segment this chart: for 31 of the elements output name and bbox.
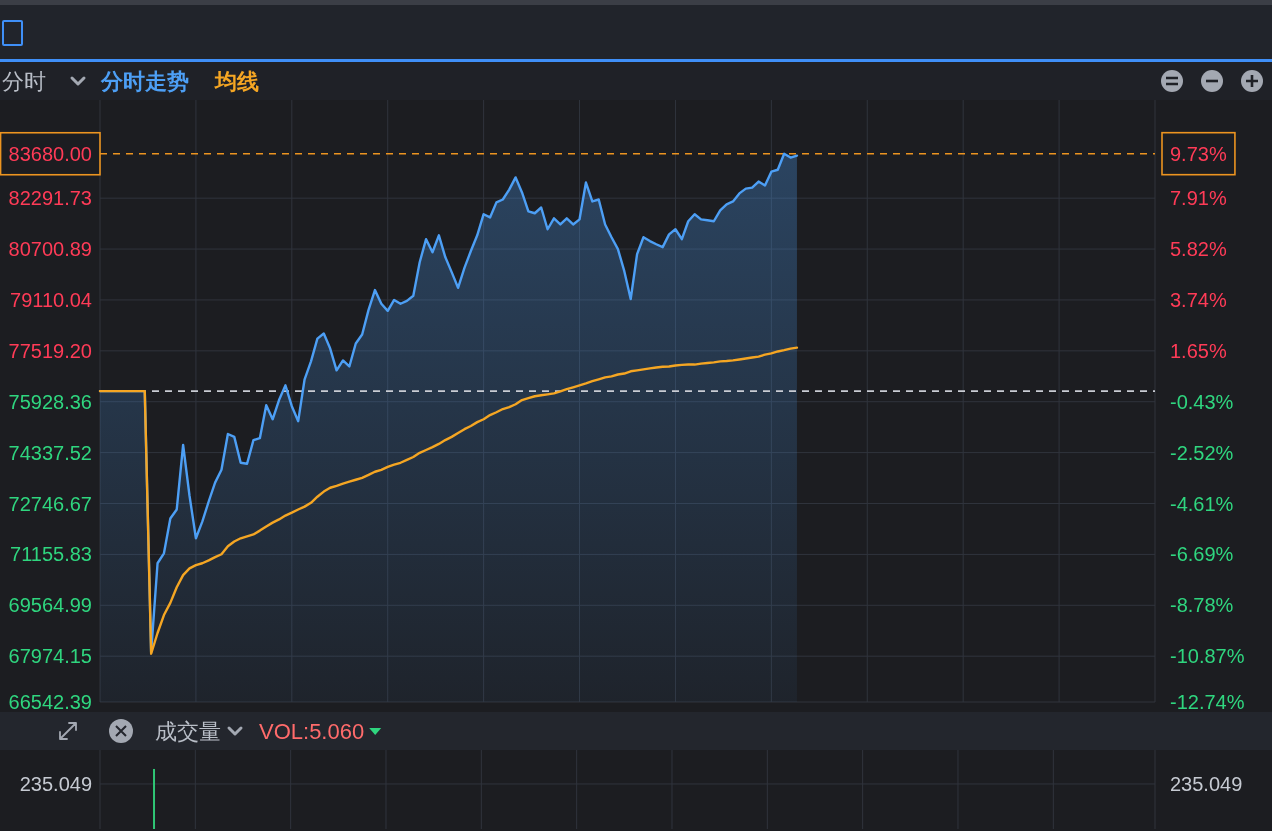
y2tick-label: 5.82% (1170, 238, 1227, 261)
y2tick-label: -2.52% (1170, 441, 1234, 464)
ytick-label: 80700.89 (8, 238, 92, 261)
y2tick-label: 7.91% (1170, 187, 1227, 210)
y2tick-label: -10.87% (1170, 645, 1245, 668)
title: 成交量 (155, 718, 221, 744)
annotation: 235.049 (19, 772, 92, 795)
y2tick-label: 1.65% (1170, 339, 1227, 362)
ytick-label: 79110.04 (10, 288, 92, 311)
y2tick-label: 9.73% (1170, 142, 1227, 165)
y2tick-label: -4.61% (1170, 492, 1234, 515)
ytick-label: 69564.99 (8, 594, 92, 617)
ref-label: 83680.00 (8, 142, 92, 165)
ytick-label: 71155.83 (10, 543, 92, 566)
y2tick-label: -6.69% (1170, 543, 1234, 566)
legend-item: 均线 (215, 68, 259, 94)
ytick-label: 77519.20 (8, 339, 92, 362)
ytick-label: 67974.15 (8, 645, 92, 668)
ytick-label: 74337.52 (8, 441, 92, 464)
ytick-label: 66542.39 (8, 691, 92, 713)
ytick-label: 75928.36 (8, 390, 92, 413)
y2tick-label: -0.43% (1170, 390, 1234, 413)
y2tick-label: -8.78% (1170, 594, 1234, 617)
y2tick-label: -12.74% (1170, 691, 1245, 713)
title: 分时 (2, 68, 46, 94)
annotation: 235.049 (1170, 772, 1243, 795)
ytick-label: 72746.67 (8, 492, 92, 515)
ytick-label: 82291.73 (8, 187, 92, 210)
y2tick-label: 3.74% (1170, 288, 1227, 311)
annotation: VOL:5.060 (259, 718, 365, 744)
legend-item: 分时走势 (101, 68, 189, 94)
